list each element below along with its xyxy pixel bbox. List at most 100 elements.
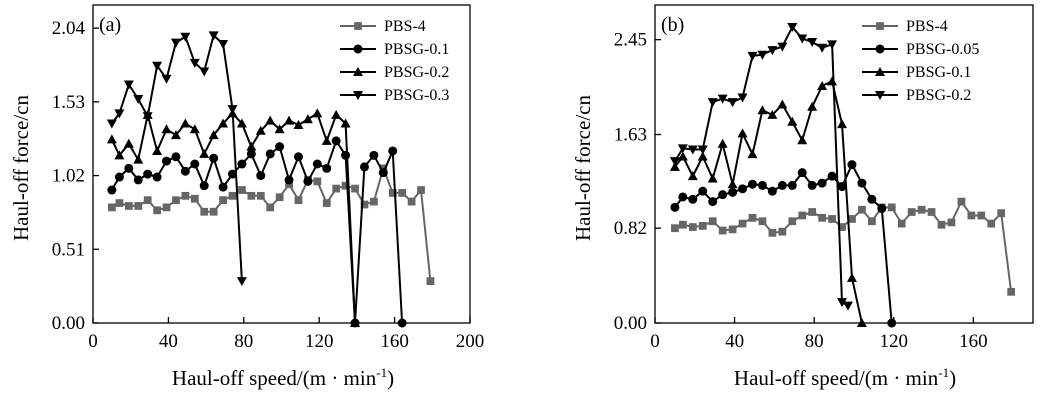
data-point [817, 80, 828, 90]
data-point [837, 119, 848, 129]
data-point [767, 186, 777, 196]
data-point [351, 184, 359, 193]
data-point [838, 223, 846, 231]
data-point [758, 217, 767, 226]
data-point [747, 149, 758, 159]
series-PBSG-0.05 [670, 160, 897, 328]
data-point [370, 197, 378, 206]
data-point [797, 34, 808, 44]
data-point [114, 150, 125, 160]
data-point [247, 191, 256, 200]
data-point [322, 163, 332, 173]
data-point [237, 159, 247, 169]
data-point [767, 46, 778, 56]
data-point [219, 196, 227, 205]
legend: PBS-4 PBSG-0.1 PBSG-0.2 PBSG-0.3 [340, 18, 449, 104]
data-point [728, 225, 737, 234]
data-point [124, 202, 133, 210]
data-point [727, 98, 738, 108]
series-PBS-4 [671, 197, 1016, 296]
data-point [777, 99, 788, 109]
x-axis-title: Haul-off speed/(m · min-1) [172, 365, 394, 390]
data-point [808, 208, 817, 216]
plot-frame [92, 4, 471, 324]
data-point [189, 58, 200, 68]
data-point [123, 80, 134, 90]
x-tick-label: 160 [380, 331, 409, 352]
x-tick-label: 80 [805, 331, 824, 352]
data-point [180, 166, 190, 176]
data-point [807, 180, 817, 190]
y-tick-label: 1.53 [52, 92, 85, 113]
data-point [266, 203, 275, 212]
data-point [199, 181, 209, 191]
data-point [388, 146, 398, 156]
y-tick-label: 0.00 [614, 313, 647, 334]
data-point [426, 277, 435, 285]
data-point [717, 94, 728, 104]
data-point [417, 186, 425, 194]
data-point [162, 203, 171, 212]
data-point [669, 161, 680, 171]
data-point [153, 206, 161, 215]
data-point [294, 196, 303, 205]
data-point [957, 197, 966, 206]
data-point [189, 124, 200, 134]
series-PBSG-0.1 [107, 136, 407, 328]
x-tick-label: 120 [879, 331, 908, 352]
data-point [199, 67, 210, 77]
data-point [877, 204, 887, 214]
data-point [170, 130, 181, 140]
data-point [788, 217, 797, 226]
x-tick-label: 0 [650, 331, 660, 352]
data-point [848, 215, 856, 223]
data-point [275, 193, 284, 202]
legend-marker [875, 91, 885, 100]
data-point [678, 192, 688, 202]
data-point [340, 118, 351, 128]
data-point [797, 168, 807, 178]
data-point [670, 202, 680, 212]
data-point [359, 162, 369, 172]
data-point [332, 184, 341, 193]
data-point [161, 74, 172, 84]
data-point [227, 105, 238, 115]
data-point [987, 219, 996, 228]
data-point [698, 186, 708, 196]
data-point [738, 184, 748, 194]
data-point [218, 182, 228, 192]
series-PBSG-0.3 [106, 31, 247, 287]
data-point [747, 51, 758, 61]
data-point [142, 112, 153, 122]
data-point [718, 190, 728, 200]
data-point [728, 187, 738, 197]
legend-label: PBS-4 [384, 18, 426, 35]
legend-label: PBSG-0.1 [384, 41, 449, 58]
data-point [817, 43, 828, 53]
data-point [274, 124, 285, 134]
data-point [369, 150, 379, 160]
data-point [778, 227, 787, 236]
data-point [106, 134, 117, 144]
legend-label: PBSG-0.05 [906, 41, 979, 58]
data-point [967, 211, 976, 220]
data-point [887, 318, 897, 328]
data-point [190, 194, 199, 203]
data-point [997, 209, 1006, 218]
data-point [275, 142, 285, 152]
legend-marker [875, 44, 885, 54]
data-point [123, 138, 134, 148]
y-axis-title: Haul-off force/cn [571, 95, 595, 241]
data-point [707, 98, 718, 108]
data-point [170, 38, 181, 48]
data-point [284, 115, 295, 125]
data-point [322, 199, 331, 207]
data-point [265, 149, 275, 159]
data-point [687, 171, 698, 181]
data-point [858, 205, 866, 214]
data-point [190, 159, 200, 169]
series-PBS-4 [108, 164, 435, 285]
data-point [331, 136, 341, 146]
data-point [846, 272, 857, 282]
